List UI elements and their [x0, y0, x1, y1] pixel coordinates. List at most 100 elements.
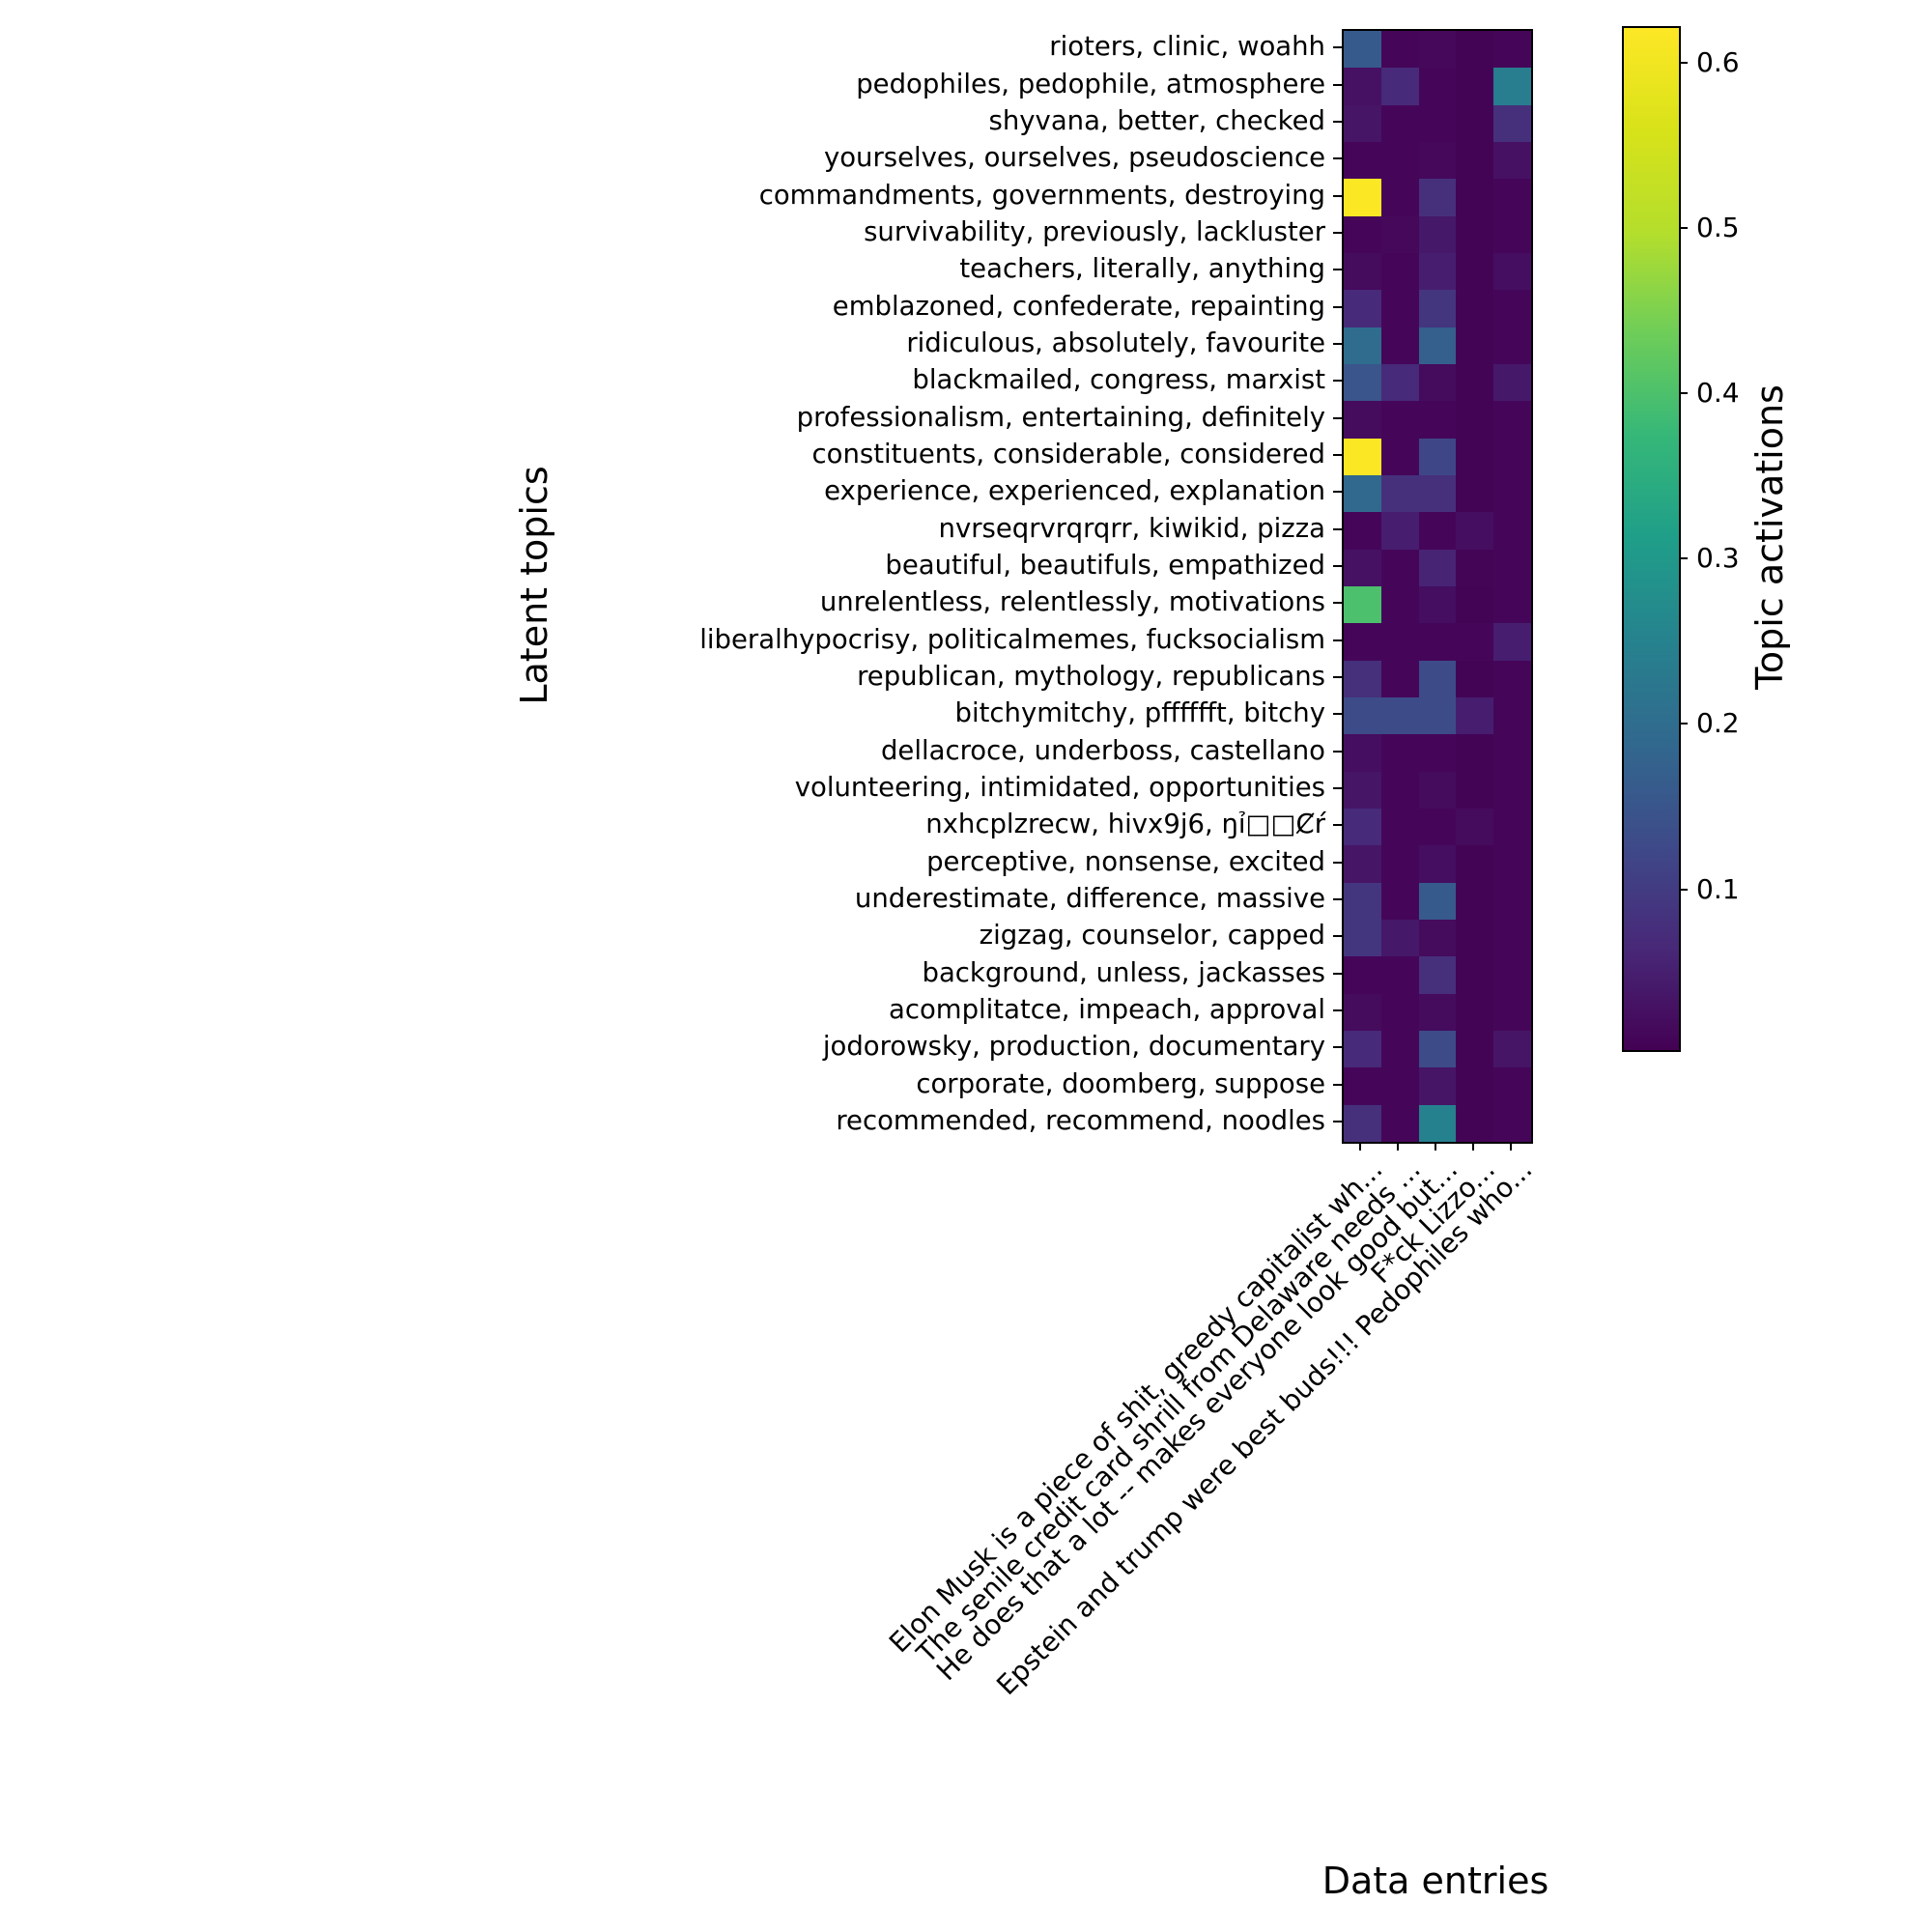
heatmap-cell	[1344, 438, 1381, 475]
heatmap-cell	[1380, 474, 1419, 513]
heatmap-cell	[1344, 1104, 1381, 1142]
heatmap-cell	[1493, 660, 1531, 697]
heatmap-cell	[1456, 660, 1494, 697]
heatmap-cell	[1493, 956, 1531, 994]
heatmap-cell	[1493, 327, 1531, 364]
heatmap-cell	[1418, 1030, 1457, 1068]
y-tick-label: nxhcplzrecw, hivx9j6, ŋỉ□□Ȼŕ	[925, 809, 1325, 840]
heatmap-cell	[1456, 327, 1494, 364]
colorbar-tick-label: 0.4	[1696, 377, 1740, 410]
y-tick-mark	[1333, 380, 1342, 383]
y-tick-label: pedophiles, pedophile, atmosphere	[856, 68, 1325, 99]
y-tick-mark	[1333, 750, 1342, 753]
heatmap-cell	[1344, 363, 1381, 402]
x-tick-label: Epstein and trump were best buds!!! Pedo…	[990, 1152, 1539, 1702]
y-tick-label: rioters, clinic, woahh	[1049, 31, 1325, 63]
y-tick-mark	[1333, 157, 1342, 160]
heatmap-cell	[1344, 808, 1381, 846]
colorbar-tick-mark	[1679, 723, 1688, 725]
y-tick-mark	[1333, 1009, 1342, 1011]
heatmap-cell	[1418, 771, 1457, 809]
heatmap-cell	[1493, 845, 1531, 883]
y-tick-mark	[1333, 1083, 1342, 1086]
heatmap-cell	[1456, 179, 1494, 216]
heatmap-cell	[1456, 808, 1494, 846]
heatmap-cell	[1493, 1030, 1531, 1068]
heatmap-cell	[1380, 31, 1419, 69]
heatmap-cell	[1380, 327, 1419, 364]
colorbar-tick-mark	[1679, 557, 1688, 560]
heatmap-cell	[1380, 882, 1419, 920]
heatmap-cell	[1418, 327, 1457, 364]
heatmap-cell	[1456, 512, 1494, 550]
heatmap-cell	[1456, 141, 1494, 180]
heatmap-cell	[1344, 141, 1381, 180]
y-tick-label: republican, mythology, republicans	[857, 661, 1325, 693]
heatmap-cell	[1456, 252, 1494, 291]
y-tick-label: emblazoned, confederate, repainting	[832, 290, 1325, 322]
heatmap-cell	[1380, 808, 1419, 846]
heatmap-cell	[1418, 660, 1457, 697]
heatmap-cell	[1493, 438, 1531, 475]
heatmap-cell	[1418, 1067, 1457, 1105]
heatmap-cell	[1456, 919, 1494, 957]
heatmap-cell	[1380, 512, 1419, 550]
y-tick-label: teachers, literally, anything	[959, 253, 1325, 285]
heatmap-cell	[1380, 660, 1419, 697]
heatmap-cell	[1418, 845, 1457, 883]
y-tick-label: acomplitatce, impeach, approval	[888, 994, 1325, 1026]
colorbar-tick-label: 0.2	[1696, 707, 1740, 740]
heatmap-cell	[1456, 363, 1494, 402]
heatmap-cell	[1493, 290, 1531, 327]
heatmap-cell	[1418, 1104, 1457, 1142]
y-tick-mark	[1333, 786, 1342, 789]
y-tick-label: professionalism, entertaining, definitel…	[796, 401, 1325, 433]
heatmap-cell	[1418, 438, 1457, 475]
heatmap-cell	[1344, 512, 1381, 550]
heatmap-cell	[1456, 734, 1494, 772]
heatmap-cell	[1418, 215, 1457, 253]
heatmap-cell	[1344, 771, 1381, 809]
y-tick-label: background, unless, jackasses	[922, 956, 1326, 988]
colorbar-tick-label: 0.1	[1696, 872, 1740, 905]
heatmap-cell	[1456, 956, 1494, 994]
y-tick-label: beautiful, beautifuls, empathized	[885, 550, 1325, 582]
heatmap-cell	[1418, 363, 1457, 402]
heatmap-cell	[1380, 845, 1419, 883]
heatmap-cell	[1380, 290, 1419, 327]
y-tick-mark	[1333, 935, 1342, 938]
heatmap-cell	[1418, 512, 1457, 550]
heatmap-cell	[1418, 734, 1457, 772]
y-tick-mark	[1333, 1046, 1342, 1049]
colorbar-tick-mark	[1679, 888, 1688, 891]
y-tick-mark	[1333, 305, 1342, 308]
y-tick-mark	[1333, 46, 1342, 49]
heatmap-cell	[1493, 363, 1531, 402]
heatmap-cell	[1344, 474, 1381, 513]
heatmap-cell	[1493, 512, 1531, 550]
y-tick-label: liberalhypocrisy, politicalmemes, fuckso…	[699, 623, 1325, 655]
y-tick-label: jodorowsky, production, documentary	[822, 1031, 1325, 1063]
heatmap-cell	[1456, 623, 1494, 661]
y-tick-label: perceptive, nonsense, excited	[926, 845, 1325, 877]
y-tick-label: unrelentless, relentlessly, motivations	[819, 586, 1325, 618]
y-tick-label: bitchymitchy, pfffffft, bitchy	[954, 697, 1325, 729]
heatmap-cell	[1380, 401, 1419, 439]
heatmap-cell	[1418, 141, 1457, 180]
heatmap-cell	[1456, 474, 1494, 513]
heatmap-cell	[1493, 882, 1531, 920]
heatmap-cell	[1456, 1067, 1494, 1105]
heatmap-cell	[1493, 808, 1531, 846]
colorbar-tick-mark	[1679, 226, 1688, 229]
heatmap-cell	[1493, 215, 1531, 253]
heatmap-cell	[1344, 179, 1381, 216]
heatmap-cell	[1418, 179, 1457, 216]
heatmap-cell	[1493, 771, 1531, 809]
heatmap-cell	[1380, 104, 1419, 142]
x-axis-label: Data entries	[1321, 1860, 1549, 1902]
heatmap-cell	[1344, 956, 1381, 994]
y-tick-label: underestimate, difference, massive	[854, 883, 1325, 915]
heatmap-cell	[1418, 956, 1457, 994]
heatmap-cell	[1344, 401, 1381, 439]
heatmap-cell	[1456, 771, 1494, 809]
